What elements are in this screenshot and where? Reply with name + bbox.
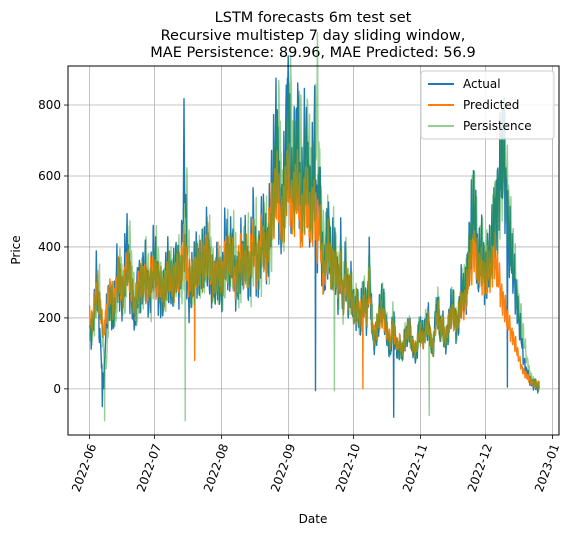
- x-tick-label: 2023-01: [532, 442, 562, 494]
- legend: Actual Predicted Persistence: [420, 70, 555, 140]
- x-tick-label: 2022-11: [400, 442, 430, 494]
- y-tick-label: 800: [38, 98, 61, 112]
- x-tick-label: 2022-06: [69, 442, 99, 494]
- series-layer: [88, 32, 540, 422]
- legend-label-predicted: Predicted: [463, 98, 519, 112]
- y-axis-label: Price: [9, 235, 23, 264]
- title-line-3: MAE Persistence: 89.96, MAE Predicted: 5…: [150, 45, 475, 61]
- series-line-persistence: [88, 32, 540, 422]
- legend-label-actual: Actual: [463, 77, 501, 91]
- y-tick-label: 200: [38, 311, 61, 325]
- x-tick-label: 2022-10: [333, 442, 363, 494]
- legend-box: [420, 70, 555, 140]
- y-tick-label: 600: [38, 169, 61, 183]
- x-tick-label: 2022-09: [268, 442, 298, 494]
- chart-title: LSTM forecasts 6m test set Recursive mul…: [150, 10, 475, 61]
- axes-frame: [67, 65, 560, 436]
- x-tick-label: 2022-12: [465, 442, 495, 494]
- x-axis-label: Date: [299, 512, 328, 526]
- title-line-1: LSTM forecasts 6m test set: [215, 10, 412, 26]
- y-tick-label: 0: [53, 382, 61, 396]
- y-tick-label: 400: [38, 240, 61, 254]
- legend-label-persistence: Persistence: [463, 119, 532, 133]
- title-line-2: Recursive multistep 7 day sliding window…: [161, 28, 466, 44]
- x-tick-label: 2022-07: [134, 442, 164, 494]
- x-tick-label: 2022-08: [201, 442, 231, 494]
- y-axis: 0 200 400 600 800: [38, 98, 68, 396]
- x-axis: 2022-06 2022-07 2022-08 2022-09 2022-10 2022-…: [69, 435, 562, 494]
